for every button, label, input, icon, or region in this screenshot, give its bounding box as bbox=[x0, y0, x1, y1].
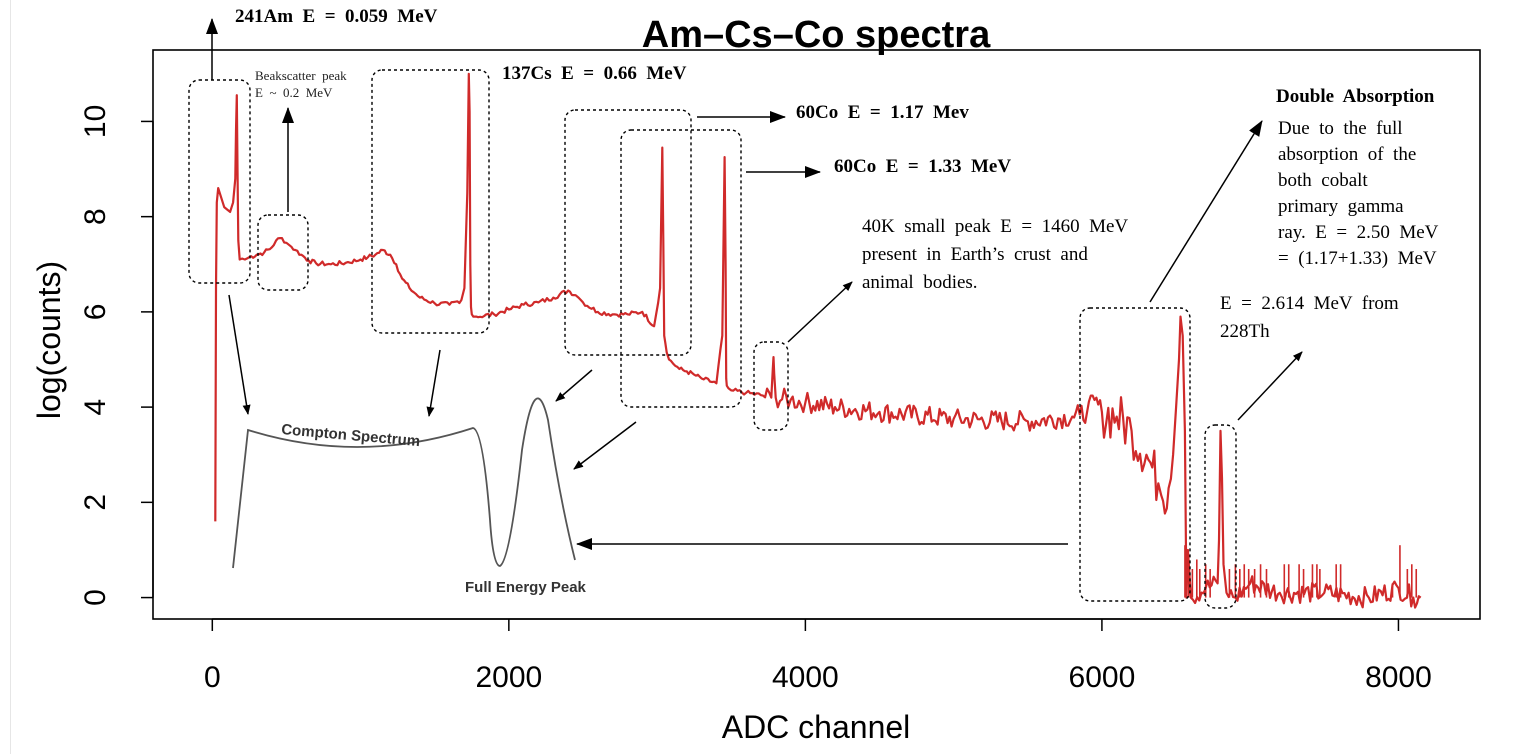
double-absorption-line2: absorption of the bbox=[1278, 144, 1416, 165]
k40-label-line1: 40K small peak E = 1460 MeV bbox=[862, 216, 1128, 237]
k40-arrow bbox=[787, 281, 853, 343]
x-tick-label: 8000 bbox=[1365, 661, 1432, 694]
th228-label-line1: E = 2.614 MeV from bbox=[1220, 293, 1399, 314]
x-tick-label: 6000 bbox=[1069, 661, 1136, 694]
am241-to-compton-arrow bbox=[228, 294, 251, 415]
cs137-peak-box bbox=[371, 69, 490, 334]
compton-schematic-curve bbox=[232, 397, 576, 569]
double-absorption-title: Double Absorption bbox=[1276, 86, 1435, 107]
th228-peak-box bbox=[1204, 424, 1237, 609]
double-absorption-line3: both cobalt bbox=[1278, 170, 1368, 191]
k40-label-line3: animal bodies. bbox=[862, 272, 978, 293]
backscatter-peak-box bbox=[257, 214, 309, 291]
y-tick-label: 2 bbox=[79, 494, 112, 511]
am241-peak-box bbox=[188, 79, 251, 284]
k40-label-line2: present in Earth’s crust and bbox=[862, 244, 1088, 265]
co60-117-peak-box bbox=[564, 109, 692, 356]
co60-133-peak-box bbox=[620, 129, 742, 408]
y-axis: 0 2 4 6 8 10 bbox=[79, 105, 154, 606]
double-absorption-line1: Due to the full bbox=[1278, 118, 1403, 139]
y-tick-label: 6 bbox=[79, 304, 112, 321]
cs137-label: 137Cs E = 0.66 MeV bbox=[502, 63, 687, 84]
page-left-rule bbox=[10, 0, 11, 754]
double-absorption-arrow bbox=[1149, 120, 1263, 303]
y-tick-label: 10 bbox=[79, 105, 112, 138]
co60-133-label: 60Co E = 1.33 MeV bbox=[834, 156, 1011, 177]
double-absorption-line5: ray. E = 2.50 MeV bbox=[1278, 222, 1439, 243]
co60-117-label: 60Co E = 1.17 Mev bbox=[796, 102, 969, 123]
cs137-to-compton-arrow bbox=[426, 349, 441, 417]
x-axis: 0 2000 4000 6000 8000 bbox=[204, 618, 1432, 694]
double-absorption-box bbox=[1079, 307, 1191, 602]
double-absorption-line4: primary gamma bbox=[1278, 196, 1404, 217]
x-tick-label: 4000 bbox=[772, 661, 839, 694]
y-tick-label: 4 bbox=[79, 399, 112, 416]
double-absorption-line6: = (1.17+1.33) MeV bbox=[1278, 248, 1437, 269]
x-tick-label: 2000 bbox=[475, 661, 542, 694]
co60-to-peak-arrow-2 bbox=[573, 421, 637, 470]
th228-arrow bbox=[1237, 351, 1303, 421]
compton-spectrum-label: Compton Spectrum bbox=[281, 421, 421, 450]
backscatter-label-line2: E ~ 0.2 MeV bbox=[255, 85, 333, 100]
spectrum-noise-spikes bbox=[1184, 545, 1418, 598]
backscatter-label-line1: Beakscatter peak bbox=[255, 68, 347, 83]
full-energy-peak-label: Full Energy Peak bbox=[465, 579, 587, 596]
y-tick-label: 0 bbox=[79, 589, 112, 606]
x-tick-label: 0 bbox=[204, 661, 221, 694]
x-axis-label: ADC channel bbox=[722, 709, 911, 745]
k40-peak-box bbox=[753, 341, 789, 431]
y-axis-label: log(counts) bbox=[31, 261, 67, 419]
th228-label-line2: 228Th bbox=[1220, 321, 1270, 342]
spectrum-series-line bbox=[214, 72, 1422, 609]
am241-label: 241Am E = 0.059 MeV bbox=[235, 6, 438, 27]
chart-title: Am–Cs–Co spectra bbox=[642, 14, 991, 56]
co60-to-peak-arrow-1 bbox=[555, 369, 593, 402]
y-tick-label: 8 bbox=[79, 208, 112, 225]
